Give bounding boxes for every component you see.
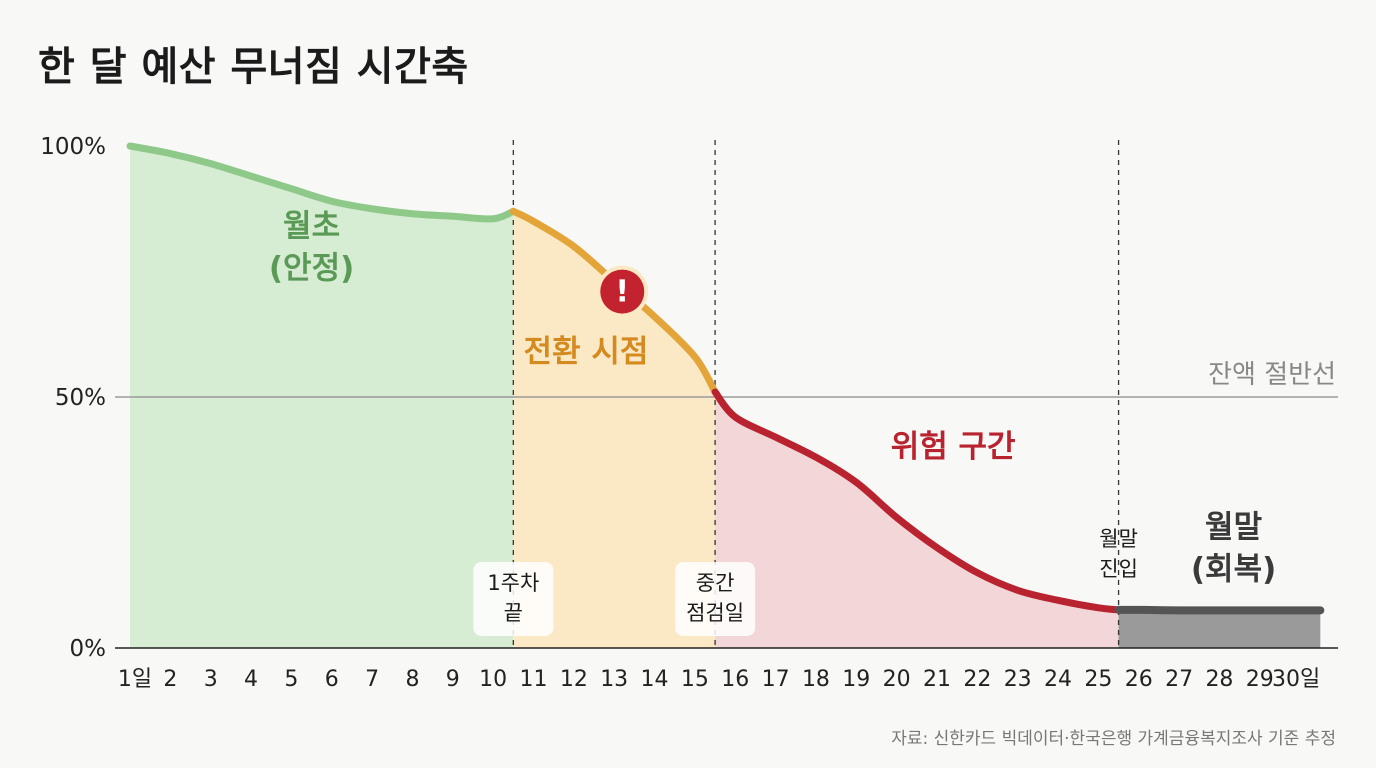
x-tick-label: 23: [1004, 667, 1032, 692]
x-tick-label: 13: [600, 667, 628, 692]
x-tick-label: 2: [163, 667, 177, 692]
zone-label-sub: (회복): [1191, 552, 1276, 588]
zone-label: 전환 시점: [524, 334, 649, 370]
x-tick-label: 21: [923, 667, 951, 692]
x-tick-label: 29: [1246, 667, 1274, 692]
stable-zone-line: [126, 142, 517, 223]
x-tick-label: 20: [883, 667, 911, 692]
x-tick-label: 11: [520, 667, 548, 692]
x-tick-label: 6: [325, 667, 339, 692]
x-tick-label: 1일: [118, 667, 152, 692]
x-tick-label: 8: [405, 667, 419, 692]
x-tick-label: 9: [446, 667, 460, 692]
recovery-zone-area: [1118, 609, 1321, 648]
x-tick-label: 14: [641, 667, 669, 692]
y-tick-label: 50%: [55, 385, 106, 411]
annotation-label: 중간: [696, 571, 735, 595]
x-tick-label: 24: [1044, 667, 1072, 692]
zone-label-sub: (안정): [269, 250, 354, 286]
transition-zone-area: [513, 211, 716, 648]
x-tick-label: 10: [479, 667, 507, 692]
annotation-label: 월말: [1099, 527, 1138, 551]
zone-label: 월초: [283, 208, 340, 244]
recovery-zone-line: [1114, 605, 1325, 615]
x-tick-label: 12: [560, 667, 588, 692]
x-tick-label: 25: [1084, 667, 1112, 692]
warning-icon: [600, 269, 645, 314]
annotation-label: 1주차: [487, 571, 539, 595]
x-tick-label: 28: [1205, 667, 1233, 692]
x-tick-label: 30일: [1272, 667, 1320, 692]
source-note: 자료: 신한카드 빅데이터·한국은행 가계금융복지조사 기준 추정: [891, 729, 1336, 749]
x-tick-label: 3: [204, 667, 218, 692]
annotation-label-sub: 끝: [504, 601, 523, 625]
x-tick-label: 27: [1165, 667, 1193, 692]
x-tick-label: 19: [842, 667, 870, 692]
annotation-box: [473, 562, 554, 636]
zone-label: 위험 구간: [891, 429, 1016, 465]
y-tick-label: 0%: [70, 636, 107, 662]
x-tick-label: 4: [244, 667, 258, 692]
annotation-box: [675, 562, 756, 636]
danger-zone-area: [715, 391, 1119, 648]
x-tick-label: 18: [802, 667, 830, 692]
annotation-label-sub: 진입: [1099, 557, 1138, 581]
x-tick-label: 22: [963, 667, 991, 692]
x-tick-label: 7: [365, 667, 379, 692]
half-balance-label: 잔액 절반선: [1208, 360, 1336, 390]
y-tick-label: 100%: [40, 134, 106, 160]
danger-zone-line: [711, 388, 1123, 614]
annotation-label-sub: 점검일: [686, 601, 744, 625]
zone-label: 월말: [1205, 510, 1262, 546]
chart-title: 한 달 예산 무너짐 시간축: [38, 44, 469, 90]
x-tick-label: 17: [762, 667, 790, 692]
x-tick-label: 16: [721, 667, 749, 692]
x-tick-label: 5: [284, 667, 298, 692]
x-tick-label: 26: [1125, 667, 1153, 692]
x-tick-label: 15: [681, 667, 709, 692]
warning-symbol: !: [615, 275, 629, 310]
